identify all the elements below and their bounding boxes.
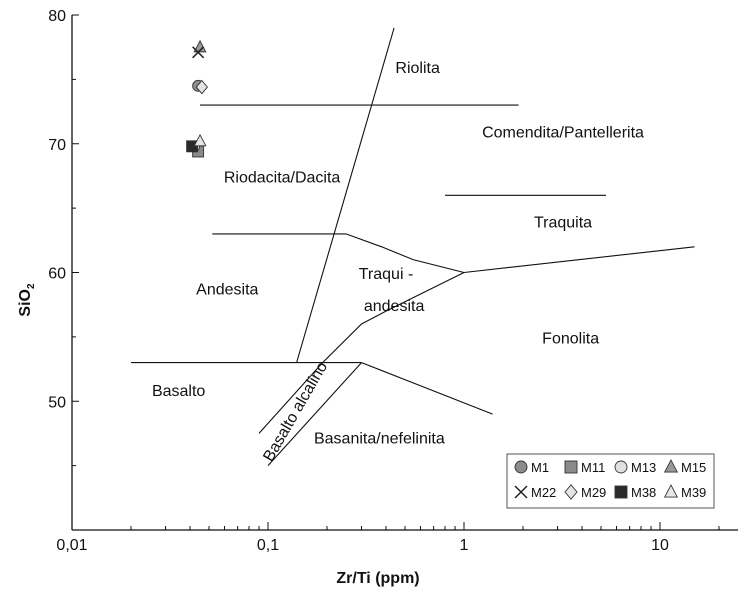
- field-label: Traqui -: [359, 266, 414, 283]
- field-label: andesita: [364, 298, 425, 315]
- data-point-m15: [193, 39, 207, 53]
- legend-marker-m11: [564, 460, 578, 474]
- x-axis-label: Zr/Ti (ppm): [336, 570, 419, 587]
- field-label: Andesita: [196, 281, 258, 298]
- legend-entry-label: M13: [631, 460, 656, 475]
- legend-marker-m39: [663, 484, 679, 498]
- y-tick-label: 60: [48, 266, 66, 283]
- legend-entry-label: M38: [631, 485, 656, 500]
- legend-marker-m38: [614, 485, 628, 499]
- field-label: Basalto: [152, 383, 205, 400]
- field-boundary-line: [361, 362, 493, 415]
- legend-marker-m15: [663, 459, 679, 473]
- legend: M1 M11 M13 M15 M22 M29 M38 M39: [506, 453, 715, 509]
- marker-stroke: [192, 46, 205, 59]
- field-label: Fonolita: [542, 330, 599, 347]
- legend-entry-label: M11: [581, 460, 605, 475]
- x-tick-label: 10: [651, 537, 669, 554]
- legend-entry-label: M22: [531, 485, 556, 500]
- data-point-m22: [192, 46, 205, 59]
- field-labels: Riolita Comendita/Pantellerita Riodacita/D…: [152, 60, 644, 465]
- legend-entry-label: M1: [531, 460, 549, 475]
- field-label: Riodacita/Dacita: [224, 169, 341, 186]
- legend-entry-label: M29: [581, 485, 606, 500]
- data-points: [186, 39, 208, 158]
- y-tick-label: 80: [48, 8, 66, 25]
- legend-marker-m29: [564, 484, 578, 500]
- field-label: Traquita: [534, 214, 592, 231]
- field-label: Basalto alcalino: [260, 359, 331, 465]
- field-boundary-line: [296, 27, 395, 363]
- y-tick-label: 50: [48, 394, 66, 411]
- field-label: Basanita/nefelinita: [314, 431, 445, 448]
- field-boundary-line: [212, 233, 465, 274]
- data-point-m38: [186, 140, 199, 153]
- field-boundary-line: [267, 362, 362, 466]
- legend-entry-label: M15: [681, 460, 706, 475]
- field-label: Comendita/Pantellerita: [482, 124, 644, 141]
- data-point-m39: [193, 133, 207, 147]
- x-tick-label: 0,01: [56, 537, 87, 554]
- axes: 50 60 70 80 0,01 0,1 1 10: [48, 8, 738, 554]
- marker-stroke: [514, 485, 528, 499]
- x-tick-label: 0,1: [257, 537, 279, 554]
- legend-marker-m13: [614, 460, 628, 474]
- legend-entry-label: M39: [681, 485, 706, 500]
- data-point-m29: [195, 79, 208, 95]
- x-tick-label: 1: [460, 537, 469, 554]
- legend-marker-m22: [514, 485, 528, 499]
- y-tick-label: 70: [48, 137, 66, 154]
- field-label: Riolita: [395, 60, 440, 77]
- field-boundary-line: [258, 272, 465, 434]
- field-boundaries: [131, 27, 695, 466]
- field-boundary-line: [463, 246, 695, 274]
- y-axis-label-subscript: 2: [26, 283, 37, 289]
- y-axis-label: SiO2: [17, 283, 37, 317]
- legend-marker-m1: [514, 460, 528, 474]
- legend-box: [506, 453, 715, 509]
- y-axis-label-main: SiO: [17, 289, 34, 317]
